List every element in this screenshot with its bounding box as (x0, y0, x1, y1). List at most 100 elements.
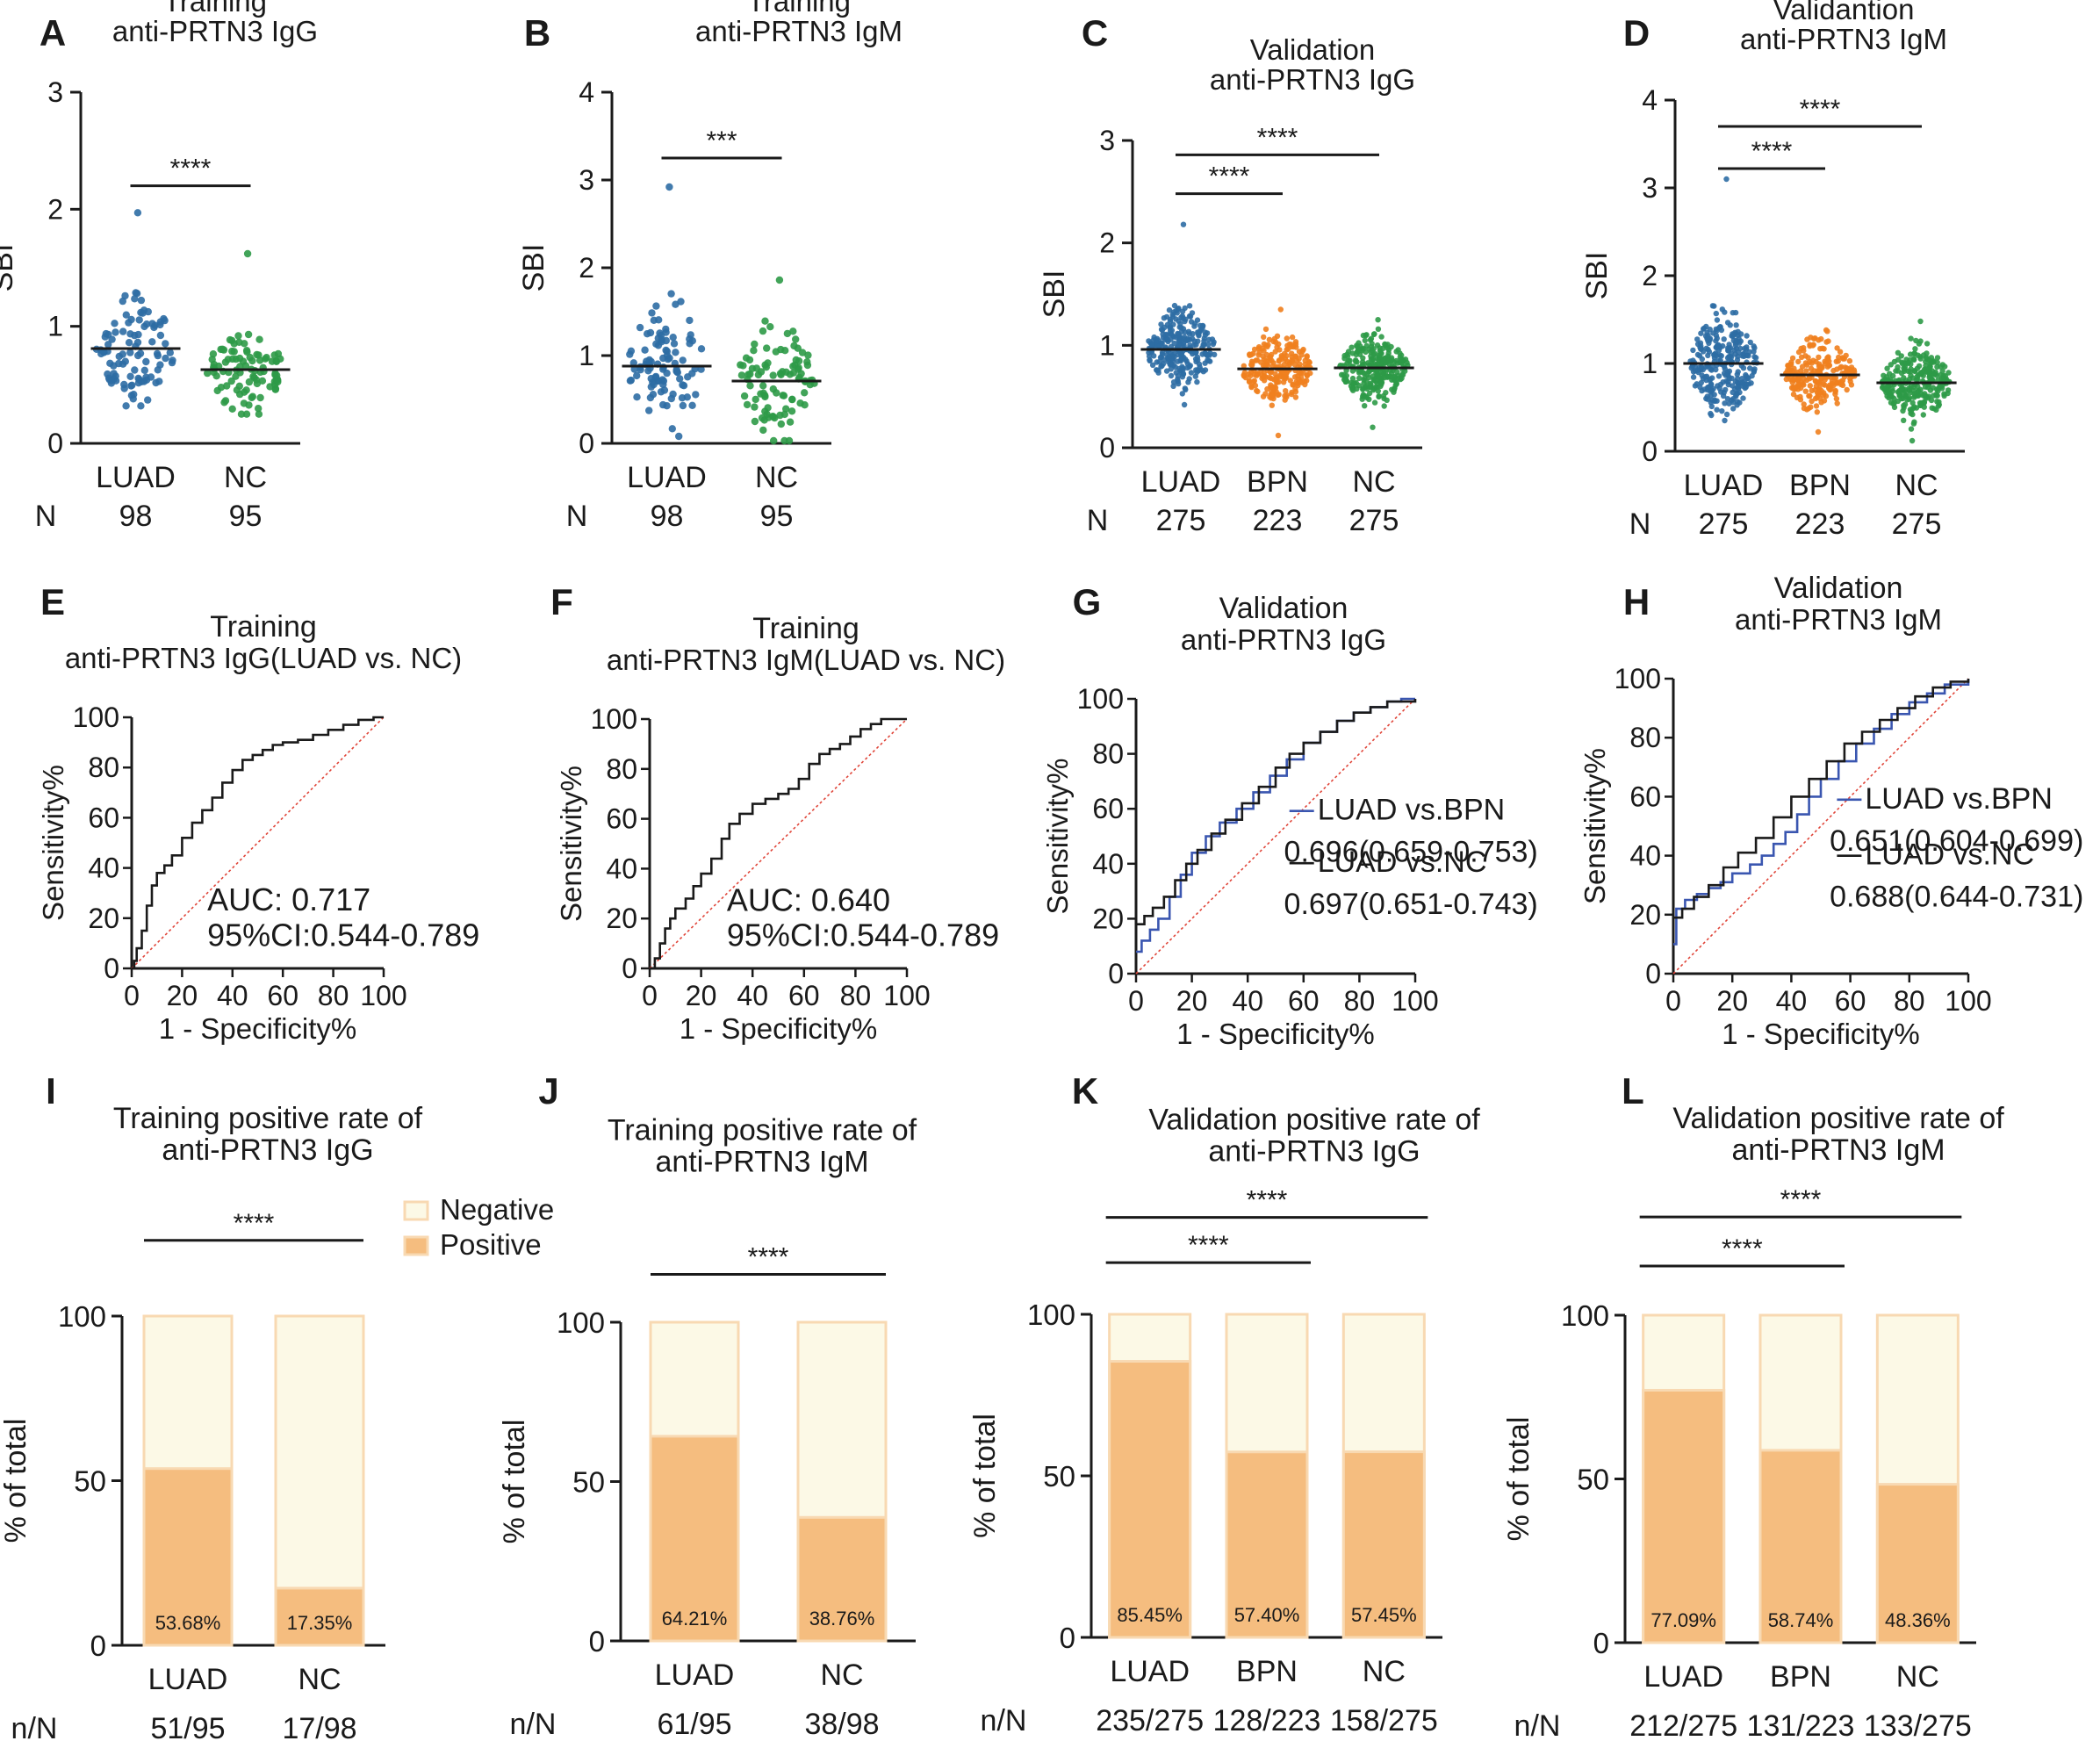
chart-title: Training (163, 0, 267, 18)
data-point (1834, 345, 1840, 351)
chart-title: Validation (1250, 33, 1376, 66)
data-point (789, 327, 797, 335)
data-point (1713, 310, 1720, 317)
data-point (641, 346, 649, 354)
data-point (803, 358, 811, 366)
y-tick-label: 100 (1561, 1299, 1609, 1332)
data-point (258, 377, 267, 385)
data-point (1787, 361, 1794, 368)
nN-value: 128/223 (1213, 1704, 1321, 1737)
data-point (1798, 345, 1804, 352)
panel-letter-j: J (538, 1070, 558, 1112)
x-tick-label: 80 (1894, 985, 1925, 1017)
chart-title: anti-PRTN3 IgM (695, 15, 903, 47)
data-point (788, 407, 796, 415)
significance-label: **** (748, 1243, 789, 1272)
data-point (652, 340, 660, 348)
panel-letter-e: E (40, 581, 65, 622)
data-point (110, 370, 118, 378)
n-value: 223 (1795, 507, 1845, 541)
data-point (737, 371, 746, 379)
data-point (801, 389, 809, 397)
nN-value: 212/275 (1629, 1709, 1737, 1741)
data-point (1289, 334, 1296, 341)
positive-bar (1758, 1449, 1843, 1644)
data-point (1171, 340, 1177, 347)
data-point (1815, 379, 1821, 385)
y-axis-label: Sensitivity% (555, 766, 587, 922)
data-point (1367, 380, 1374, 387)
y-tick-label: 50 (74, 1465, 106, 1498)
data-point (1255, 352, 1262, 358)
data-point (1194, 354, 1201, 361)
data-point (1809, 398, 1815, 405)
data-point (1715, 373, 1722, 379)
data-point (669, 334, 677, 342)
data-point (1375, 326, 1382, 332)
data-point (1175, 373, 1182, 379)
data-point (1802, 388, 1809, 394)
data-point (1368, 353, 1374, 359)
x-tick-label: LUAD (1141, 465, 1221, 499)
data-point (1292, 385, 1298, 392)
data-point (1698, 330, 1704, 336)
data-point (796, 399, 804, 407)
data-point (1286, 361, 1293, 368)
data-point (1291, 374, 1298, 380)
data-point (1176, 380, 1182, 387)
y-tick-label: 0 (1060, 1622, 1075, 1654)
positive-bar (1875, 1483, 1960, 1644)
y-axis-label: % of total (498, 1420, 531, 1544)
y-tick-label: 40 (606, 853, 637, 884)
legend-label: LUAD vs.BPN (1865, 782, 2053, 816)
data-point (644, 367, 652, 375)
data-point (1722, 400, 1728, 406)
data-point (1185, 379, 1191, 385)
data-point (662, 325, 670, 334)
data-point (1895, 349, 1902, 356)
x-tick-label: 20 (686, 980, 717, 1011)
data-point (1371, 361, 1377, 367)
legend-label: Positive (440, 1228, 542, 1261)
data-point (240, 399, 248, 407)
significance-label: **** (1800, 95, 1841, 124)
x-tick-label: NC (755, 461, 798, 494)
data-point (1731, 347, 1737, 353)
data-point (1704, 335, 1711, 341)
data-point (627, 347, 636, 355)
data-point (1699, 356, 1706, 363)
x-tick-label: 60 (788, 980, 820, 1011)
data-point (1744, 333, 1750, 339)
y-tick-label: 1 (1642, 348, 1658, 379)
positive-bar (1642, 1388, 1726, 1644)
data-point (1939, 362, 1945, 368)
data-point (1261, 334, 1267, 341)
panel-letter-c: C (1082, 12, 1108, 54)
data-point (1199, 351, 1205, 357)
bar-value-label: 77.09% (1651, 1609, 1716, 1631)
nN-value: 131/223 (1747, 1709, 1855, 1741)
y-tick-label: 0 (589, 1625, 605, 1658)
data-point (140, 378, 148, 385)
y-tick-label: 80 (1629, 722, 1661, 753)
bar-value-label: 17.35% (287, 1612, 353, 1634)
data-point (1192, 349, 1199, 356)
chart-title: anti-PRTN3 IgM (1735, 603, 1942, 636)
data-point (1262, 326, 1269, 333)
data-point (148, 320, 156, 327)
data-point (687, 331, 694, 339)
data-point (1908, 426, 1915, 432)
data-point (1803, 406, 1810, 413)
data-point (1810, 357, 1816, 363)
data-point (675, 432, 683, 441)
data-point (1827, 382, 1833, 388)
data-point (1714, 317, 1721, 323)
data-point (1289, 350, 1295, 356)
data-point (1151, 353, 1157, 359)
data-point (659, 400, 667, 409)
data-point (759, 382, 767, 390)
data-point (1910, 421, 1917, 427)
data-point (663, 351, 672, 359)
data-point (126, 372, 134, 380)
chart-title: anti-PRTN3 IgM(LUAD vs. NC) (607, 644, 1005, 676)
